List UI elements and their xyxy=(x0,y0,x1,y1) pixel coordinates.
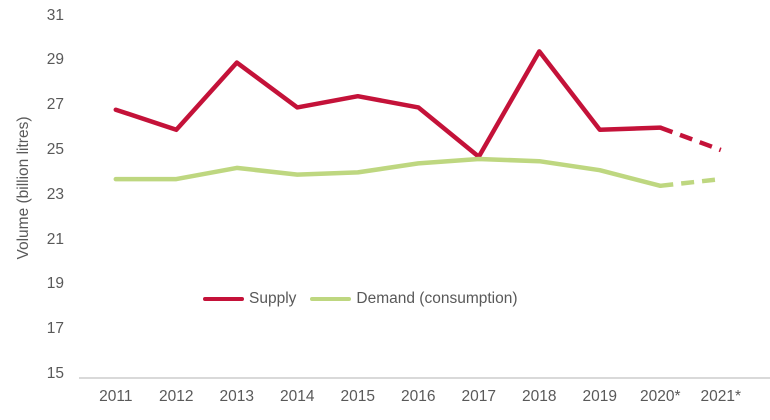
x-tick-label: 2018 xyxy=(522,388,557,405)
y-tick-label: 31 xyxy=(46,6,64,24)
legend-label-supply: Supply xyxy=(249,290,297,307)
legend-item-supply: Supply xyxy=(203,290,296,308)
x-tick-label: 2021* xyxy=(700,388,742,405)
y-tick-label: 17 xyxy=(46,320,64,338)
x-tick-label: 2014 xyxy=(280,388,315,405)
legend-item-demand: Demand (consumption) xyxy=(310,290,518,308)
legend-swatch-demand xyxy=(310,296,352,302)
supply-line-forecast-dashed xyxy=(659,125,722,153)
x-tick-label: 2017 xyxy=(461,388,497,405)
x-tick-label: 2015 xyxy=(340,388,376,405)
x-tick-label: 2020* xyxy=(640,388,681,405)
legend: Supply Demand (consumption) xyxy=(203,290,518,308)
demand-line xyxy=(113,156,663,189)
y-tick-label: 29 xyxy=(46,51,64,69)
x-tick-label: 2013 xyxy=(219,388,255,405)
x-tick-label: 2016 xyxy=(401,388,436,405)
legend-swatch-supply xyxy=(203,296,244,302)
x-tick-label: 2019 xyxy=(582,388,618,405)
x-tick-label: 2011 xyxy=(99,388,133,405)
supply-line xyxy=(113,49,663,159)
y-tick-label: 27 xyxy=(46,96,64,114)
y-tick-label: 15 xyxy=(46,365,64,382)
y-tick-label: 21 xyxy=(46,230,64,248)
y-tick-label: 25 xyxy=(46,141,64,158)
y-tick-label: 23 xyxy=(46,185,64,203)
legend-label-demand: Demand (consumption) xyxy=(356,290,518,307)
y-tick-label: 19 xyxy=(46,275,64,293)
x-axis-line xyxy=(79,377,770,379)
x-tick-label: 2012 xyxy=(159,388,194,405)
demand-line-forecast-dashed xyxy=(660,176,722,189)
